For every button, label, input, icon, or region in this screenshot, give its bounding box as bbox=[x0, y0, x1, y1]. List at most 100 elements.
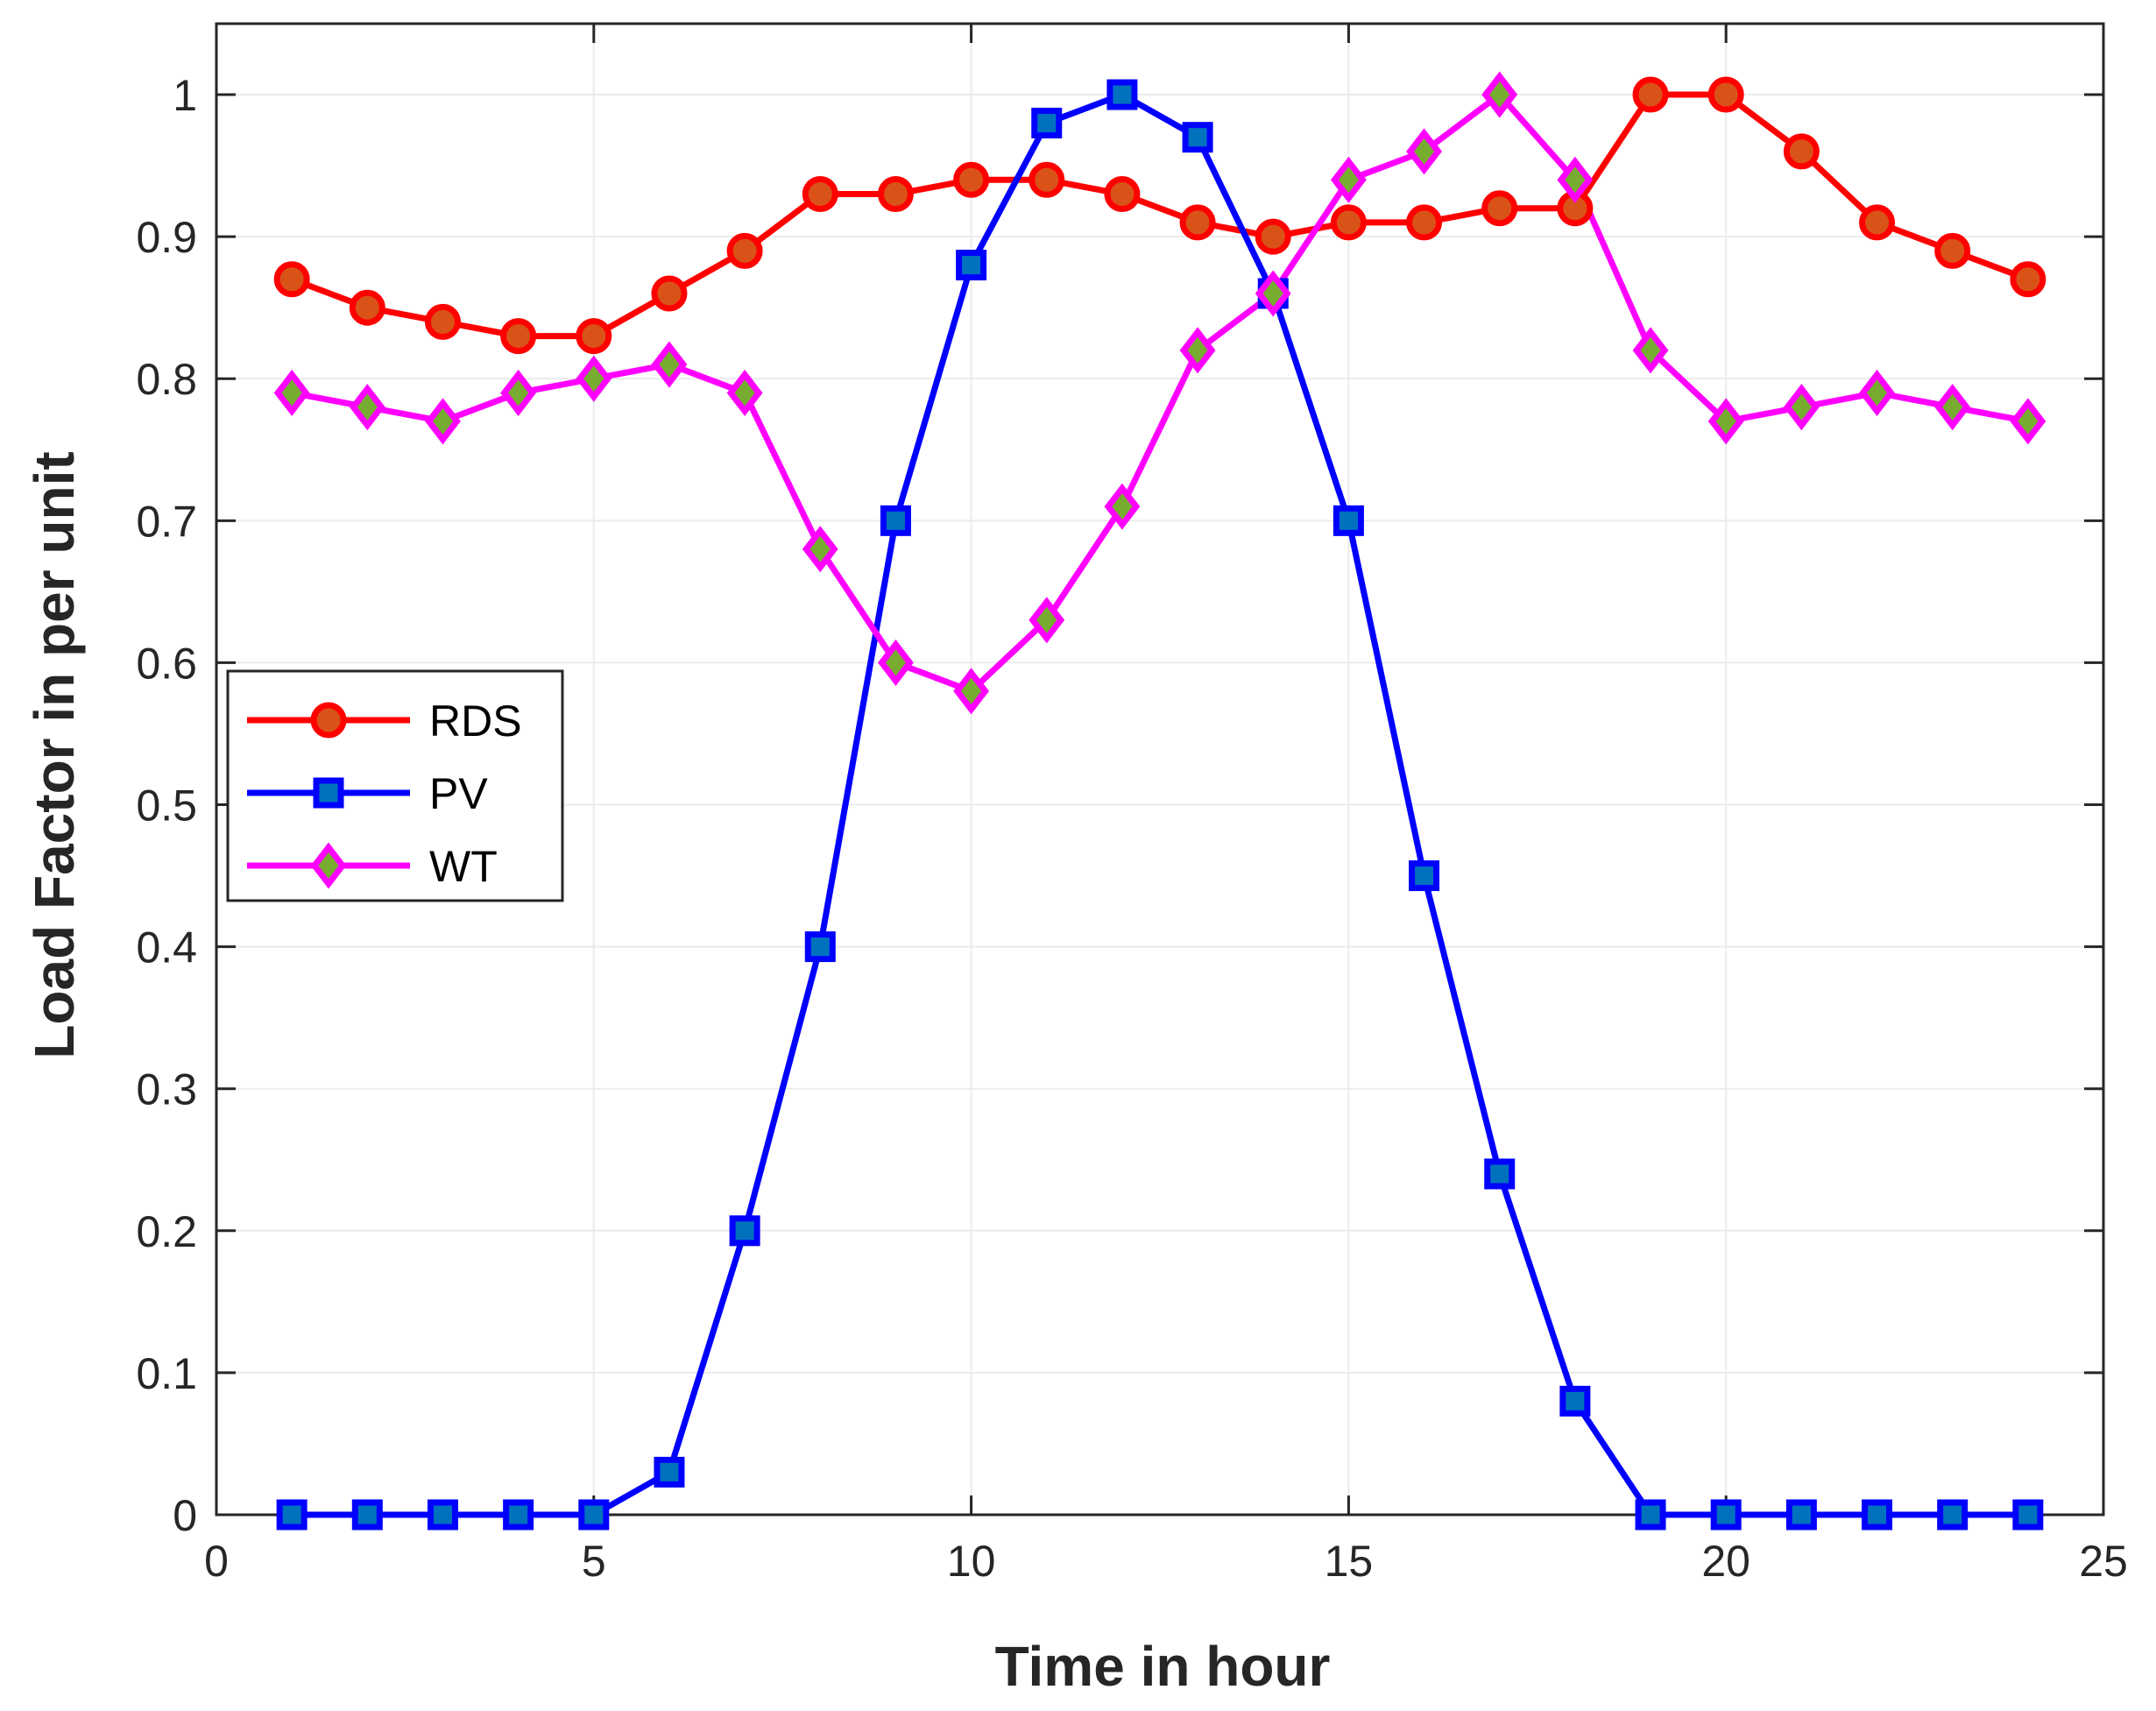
data-point-rds bbox=[877, 176, 914, 213]
legend-marker-wt bbox=[310, 842, 347, 889]
data-point-pv bbox=[2012, 1499, 2044, 1531]
data-point-rds bbox=[1934, 232, 1971, 269]
y-tick-label: 1 bbox=[173, 71, 197, 120]
legend-marker-rds bbox=[310, 702, 347, 739]
data-point-wt bbox=[1179, 327, 1216, 374]
x-tick-label: 25 bbox=[2079, 1537, 2128, 1586]
legend-marker-pv bbox=[313, 777, 344, 809]
data-point-wt bbox=[1632, 327, 1669, 374]
data-point-pv bbox=[1635, 1499, 1666, 1531]
data-point-pv bbox=[503, 1499, 534, 1531]
series-line-rds bbox=[290, 91, 2030, 340]
data-point-wt bbox=[1557, 156, 1594, 203]
data-point-wt bbox=[726, 369, 763, 416]
data-point-rds bbox=[349, 289, 385, 326]
legend-label-rds: RDS bbox=[429, 696, 522, 746]
data-point-pv bbox=[1484, 1158, 1516, 1190]
data-point-pv bbox=[1785, 1499, 1817, 1531]
data-point-wt bbox=[1859, 369, 1895, 416]
data-point-wt bbox=[1481, 71, 1518, 118]
data-point-pv bbox=[1559, 1385, 1591, 1417]
data-point-rds bbox=[1406, 204, 1443, 241]
data-point-pv bbox=[1106, 79, 1138, 110]
data-point-pv bbox=[956, 250, 987, 281]
x-tick-label: 5 bbox=[582, 1537, 606, 1586]
y-axis-title: Load Factor in per unit bbox=[23, 451, 86, 1058]
y-tick-label: 0.9 bbox=[136, 213, 197, 262]
data-point-rds bbox=[1104, 176, 1141, 213]
data-point-pv bbox=[276, 1499, 307, 1531]
data-point-rds bbox=[726, 232, 763, 269]
legend-label-wt: WT bbox=[429, 842, 498, 891]
data-point-wt bbox=[273, 369, 310, 416]
legend-label-pv: PV bbox=[429, 769, 488, 818]
data-point-rds bbox=[500, 318, 537, 355]
data-point-pv bbox=[427, 1499, 458, 1531]
series-markers bbox=[273, 71, 2046, 1531]
y-tick-label: 0.5 bbox=[136, 781, 197, 831]
data-point-wt bbox=[425, 398, 461, 445]
data-point-pv bbox=[1409, 860, 1440, 892]
data-point-wt bbox=[1934, 384, 1971, 431]
data-point-rds bbox=[1632, 76, 1669, 113]
data-point-pv bbox=[1862, 1499, 1893, 1531]
data-point-rds bbox=[802, 176, 838, 213]
series-line-wt bbox=[291, 91, 2029, 695]
data-point-wt bbox=[953, 668, 990, 715]
x-tick-label: 0 bbox=[204, 1537, 229, 1586]
plot-frame bbox=[215, 22, 2105, 1517]
data-point-rds bbox=[576, 318, 612, 355]
legend-box bbox=[226, 669, 564, 902]
data-point-pv bbox=[1937, 1499, 1969, 1531]
axis-ticks: 0 5 10 15 20 25 0 0.1 0.2 0.3 0.4 0.5 0.6 0.7 0.8 0.9 1 bbox=[136, 24, 2128, 1586]
data-point-rds bbox=[1255, 218, 1291, 255]
data-point-wt bbox=[576, 355, 612, 402]
data-point-rds bbox=[1179, 204, 1216, 241]
data-point-wt bbox=[1104, 483, 1141, 530]
y-tick-label: 0 bbox=[173, 1491, 197, 1540]
data-point-pv bbox=[1710, 1499, 1742, 1531]
data-point-wt bbox=[1783, 384, 1820, 431]
data-point-pv bbox=[578, 1499, 610, 1531]
legend: RDS PV WT bbox=[226, 669, 564, 902]
data-point-pv bbox=[351, 1499, 383, 1531]
data-point-rds bbox=[1481, 190, 1518, 227]
data-point-rds bbox=[1707, 76, 1744, 113]
y-tick-label: 0.4 bbox=[136, 923, 197, 972]
data-point-wt bbox=[1255, 270, 1291, 317]
data-point-rds bbox=[424, 303, 461, 340]
data-point-wt bbox=[500, 369, 537, 416]
data-point-rds bbox=[1029, 161, 1065, 198]
data-point-rds bbox=[953, 161, 990, 198]
data-point-rds bbox=[2010, 261, 2046, 298]
data-point-wt bbox=[1406, 128, 1442, 175]
data-point-wt bbox=[1707, 398, 1744, 445]
y-tick-label: 0.1 bbox=[136, 1349, 197, 1398]
data-point-wt bbox=[2010, 398, 2046, 445]
data-point-rds bbox=[1783, 133, 1820, 170]
data-point-rds bbox=[273, 261, 310, 298]
data-point-wt bbox=[349, 384, 385, 431]
x-axis-title: Time in hour bbox=[995, 1635, 1331, 1698]
data-point-wt bbox=[802, 526, 838, 573]
data-point-wt bbox=[651, 341, 688, 388]
data-point-pv bbox=[804, 931, 836, 963]
y-tick-label: 0.2 bbox=[136, 1207, 197, 1256]
data-point-wt bbox=[1029, 597, 1065, 644]
y-tick-label: 0.8 bbox=[136, 355, 197, 404]
data-point-wt bbox=[1330, 156, 1367, 203]
data-point-rds bbox=[1330, 204, 1367, 241]
data-point-pv bbox=[880, 505, 911, 536]
x-tick-label: 15 bbox=[1325, 1537, 1374, 1586]
data-point-wt bbox=[878, 639, 914, 686]
data-point-rds bbox=[651, 275, 688, 312]
y-tick-label: 0.7 bbox=[136, 497, 197, 546]
x-tick-label: 20 bbox=[1701, 1537, 1750, 1586]
axes-frame bbox=[215, 22, 2105, 1517]
data-point-pv bbox=[729, 1215, 760, 1247]
data-point-pv bbox=[1332, 505, 1364, 536]
y-tick-label: 0.3 bbox=[136, 1065, 197, 1114]
x-tick-label: 10 bbox=[947, 1537, 996, 1586]
data-point-pv bbox=[654, 1456, 685, 1488]
